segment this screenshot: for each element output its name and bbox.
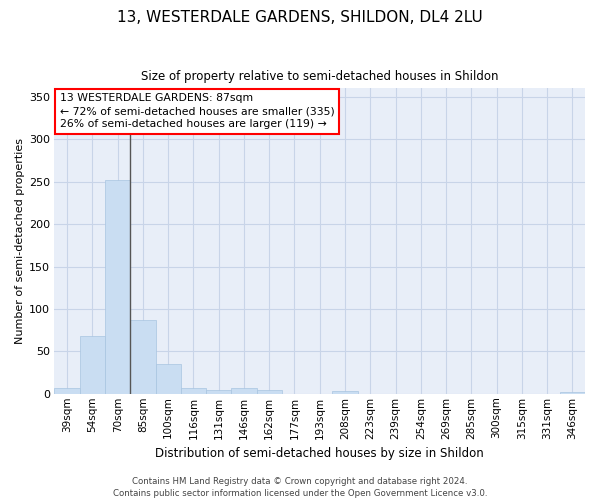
Bar xyxy=(560,392,585,394)
Text: 13 WESTERDALE GARDENS: 87sqm
← 72% of semi-detached houses are smaller (335)
26%: 13 WESTERDALE GARDENS: 87sqm ← 72% of se… xyxy=(60,93,335,130)
Y-axis label: Number of semi-detached properties: Number of semi-detached properties xyxy=(15,138,25,344)
Title: Size of property relative to semi-detached houses in Shildon: Size of property relative to semi-detach… xyxy=(141,70,499,83)
Bar xyxy=(55,388,80,394)
Bar xyxy=(332,391,358,394)
Bar xyxy=(80,336,105,394)
Text: Contains HM Land Registry data © Crown copyright and database right 2024.
Contai: Contains HM Land Registry data © Crown c… xyxy=(113,476,487,498)
X-axis label: Distribution of semi-detached houses by size in Shildon: Distribution of semi-detached houses by … xyxy=(155,447,484,460)
Bar xyxy=(181,388,206,394)
Text: 13, WESTERDALE GARDENS, SHILDON, DL4 2LU: 13, WESTERDALE GARDENS, SHILDON, DL4 2LU xyxy=(117,10,483,25)
Bar xyxy=(232,388,257,394)
Bar xyxy=(257,390,282,394)
Bar xyxy=(206,390,232,394)
Bar xyxy=(105,180,130,394)
Bar xyxy=(130,320,155,394)
Bar xyxy=(155,364,181,394)
